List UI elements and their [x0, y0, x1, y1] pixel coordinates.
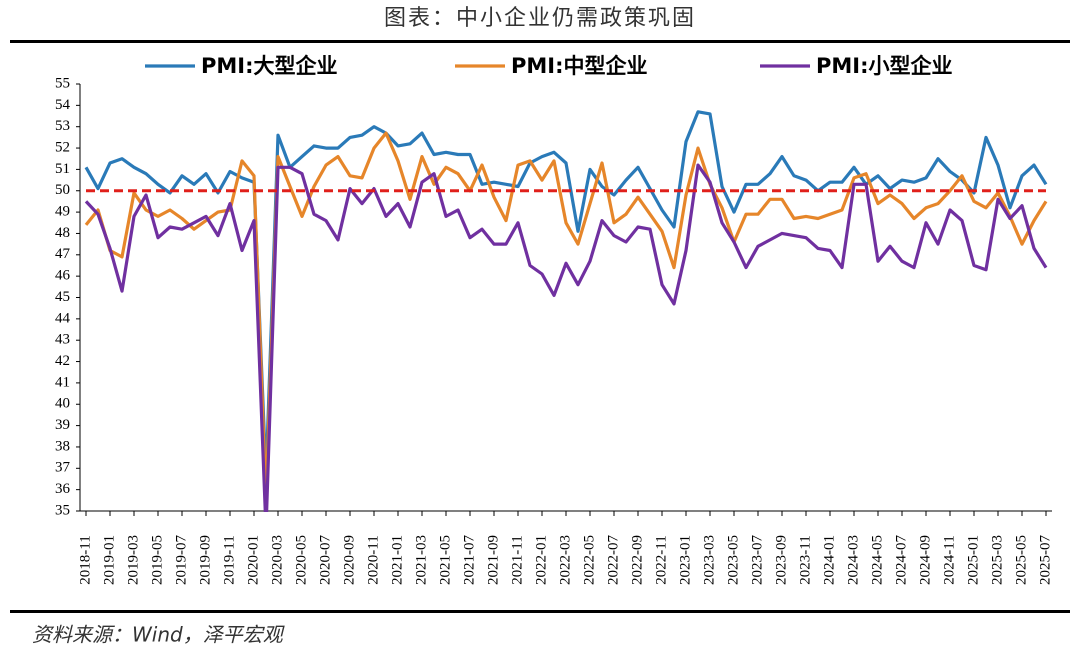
- legend-label: PMI:大型企业: [201, 54, 338, 78]
- y-tick-label: 38: [55, 438, 70, 454]
- y-tick-label: 46: [55, 268, 71, 284]
- x-tick-label: 2020-09: [341, 535, 357, 585]
- y-tick-label: 47: [55, 246, 71, 262]
- x-tick-label: 2021-07: [461, 535, 477, 585]
- legend-label: PMI:小型企业: [816, 54, 953, 78]
- x-tick-label: 2020-03: [269, 535, 285, 585]
- x-tick-label: 2021-05: [437, 535, 453, 585]
- x-tick-label: 2024-09: [917, 535, 933, 585]
- series-line: [84, 110, 1048, 479]
- x-tick-label: 2024-11: [941, 535, 957, 584]
- bottom-rule: [10, 610, 1070, 613]
- x-tick-label: 2024-05: [869, 535, 885, 585]
- y-tick-label: 40: [55, 396, 70, 412]
- x-tick-label: 2023-09: [773, 535, 789, 585]
- x-tick-label: 2021-11: [509, 535, 525, 584]
- y-tick-label: 55: [55, 75, 70, 91]
- x-tick-label: 2023-11: [797, 535, 813, 584]
- x-tick-label: 2022-07: [605, 535, 621, 585]
- top-rule: [10, 40, 1070, 43]
- x-tick-label: 2020-11: [365, 535, 381, 584]
- x-tick-label: 2024-07: [893, 535, 909, 585]
- x-tick-label: 2025-05: [1013, 535, 1029, 585]
- y-tick-label: 49: [55, 204, 70, 220]
- x-tick-label: 2019-01: [101, 535, 117, 585]
- x-tick-label: 2019-11: [221, 535, 237, 584]
- y-tick-label: 52: [55, 139, 70, 155]
- y-tick-label: 48: [55, 225, 70, 241]
- y-tick-label: 42: [55, 353, 70, 369]
- x-tick-label: 2025-03: [989, 535, 1005, 585]
- x-tick-label: 2019-03: [125, 535, 141, 585]
- x-tick-label: 2020-07: [317, 535, 333, 585]
- x-tick-label: 2021-01: [389, 535, 405, 585]
- x-tick-label: 2022-01: [533, 535, 549, 585]
- x-tick-label: 2025-01: [965, 535, 981, 585]
- y-tick-label: 44: [55, 310, 71, 326]
- x-tick-label: 2023-07: [749, 535, 765, 585]
- x-tick-label: 2025-07: [1037, 535, 1053, 585]
- x-tick-label: 2023-01: [677, 535, 693, 585]
- x-tick-label: 2022-11: [653, 535, 669, 584]
- x-tick-label: 2019-07: [173, 535, 189, 585]
- x-tick-label: 2020-01: [245, 535, 261, 585]
- x-tick-label: 2020-05: [293, 535, 309, 585]
- x-tick-label: 2021-09: [485, 535, 501, 585]
- y-tick-label: 43: [55, 332, 70, 348]
- series-line: [84, 131, 1048, 502]
- x-tick-label: 2024-03: [845, 535, 861, 585]
- y-tick-label: 39: [55, 417, 70, 433]
- x-tick-label: 2022-09: [629, 535, 645, 585]
- y-tick-label: 35: [55, 502, 70, 518]
- y-tick-label: 45: [55, 289, 70, 305]
- x-tick-label: 2018-11: [77, 535, 93, 584]
- series-line: [84, 163, 1048, 512]
- y-tick-label: 36: [55, 481, 71, 497]
- x-tick-label: 2022-03: [557, 535, 573, 585]
- y-tick-label: 50: [55, 182, 70, 198]
- x-tick-label: 2019-09: [197, 535, 213, 585]
- y-tick-label: 41: [55, 374, 70, 390]
- x-tick-label: 2023-03: [701, 535, 717, 585]
- y-tick-label: 54: [55, 97, 71, 113]
- legend-label: PMI:中型企业: [511, 54, 648, 78]
- y-tick-label: 53: [55, 118, 70, 134]
- y-tick-label: 37: [55, 460, 71, 476]
- source-note: 资料来源：Wind，泽平宏观: [32, 623, 285, 647]
- x-tick-label: 2021-03: [413, 535, 429, 585]
- chart-title: 图表：中小企业仍需政策巩固: [384, 6, 696, 31]
- x-tick-label: 2022-05: [581, 535, 597, 585]
- x-tick-label: 2019-05: [149, 535, 165, 585]
- y-tick-label: 51: [55, 161, 70, 177]
- x-tick-label: 2024-01: [821, 535, 837, 585]
- x-tick-label: 2023-05: [725, 535, 741, 585]
